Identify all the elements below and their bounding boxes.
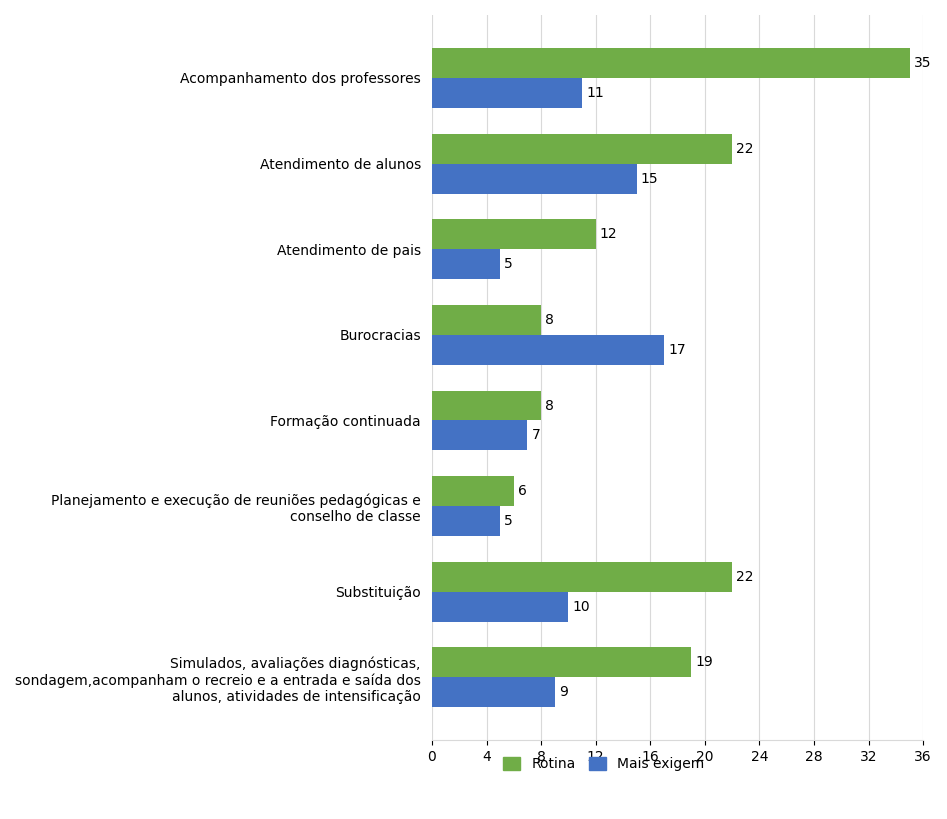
Text: 6: 6 bbox=[518, 484, 527, 498]
Bar bbox=[432, 391, 541, 420]
Legend: Rotina, Mais exigem: Rotina, Mais exigem bbox=[498, 752, 710, 777]
Text: 12: 12 bbox=[599, 227, 617, 242]
Text: 22: 22 bbox=[736, 142, 754, 156]
Bar bbox=[432, 562, 732, 592]
Text: 19: 19 bbox=[695, 655, 713, 669]
Bar bbox=[432, 133, 732, 164]
Bar bbox=[432, 249, 500, 279]
Bar bbox=[432, 648, 691, 677]
Text: 17: 17 bbox=[668, 343, 686, 357]
Bar bbox=[432, 48, 909, 78]
Bar bbox=[432, 476, 514, 506]
Text: 5: 5 bbox=[505, 514, 513, 528]
Bar bbox=[432, 305, 541, 335]
Text: 5: 5 bbox=[505, 257, 513, 271]
Bar bbox=[432, 506, 500, 536]
Text: 8: 8 bbox=[545, 313, 554, 327]
Bar bbox=[432, 420, 527, 450]
Text: 15: 15 bbox=[641, 171, 658, 186]
Bar bbox=[432, 677, 555, 708]
Text: 8: 8 bbox=[545, 399, 554, 413]
Bar bbox=[432, 335, 664, 364]
Bar bbox=[432, 78, 582, 108]
Text: 11: 11 bbox=[586, 86, 604, 100]
Text: 10: 10 bbox=[573, 600, 590, 613]
Bar bbox=[432, 164, 636, 193]
Text: 22: 22 bbox=[736, 570, 754, 584]
Text: 9: 9 bbox=[559, 686, 568, 699]
Text: 35: 35 bbox=[914, 56, 931, 70]
Text: 7: 7 bbox=[531, 428, 541, 442]
Bar bbox=[432, 592, 568, 622]
Bar bbox=[432, 219, 596, 249]
